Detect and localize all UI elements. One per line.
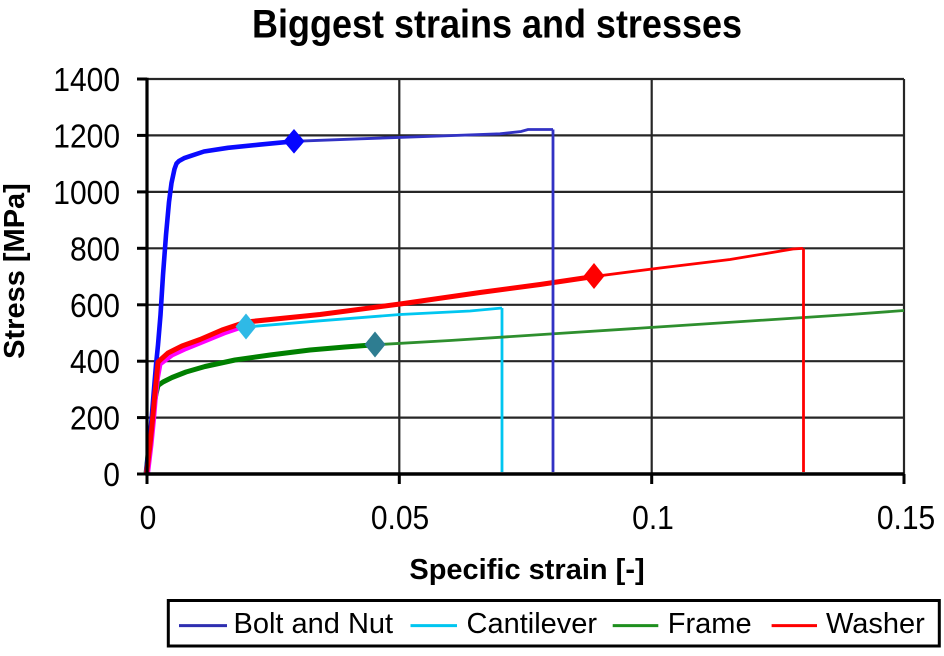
svg-text:0.1: 0.1 xyxy=(632,498,674,536)
svg-text:Stress [MPa]: Stress [MPa] xyxy=(0,183,31,359)
svg-text:0.15: 0.15 xyxy=(877,498,935,536)
svg-text:1200: 1200 xyxy=(53,117,120,155)
svg-text:Bolt and Nut: Bolt and Nut xyxy=(234,608,394,640)
svg-text:Cantilever: Cantilever xyxy=(467,608,598,640)
svg-text:200: 200 xyxy=(70,399,120,437)
svg-text:0: 0 xyxy=(103,455,120,493)
svg-text:1000: 1000 xyxy=(53,173,120,211)
svg-text:0.05: 0.05 xyxy=(371,498,429,536)
svg-text:400: 400 xyxy=(70,343,120,381)
svg-text:600: 600 xyxy=(70,286,120,324)
svg-text:0: 0 xyxy=(140,498,157,536)
svg-text:Biggest strains and stresses: Biggest strains and stresses xyxy=(252,3,742,47)
svg-text:Washer: Washer xyxy=(826,608,925,640)
svg-text:1400: 1400 xyxy=(53,60,120,98)
svg-text:Frame: Frame xyxy=(668,608,752,640)
svg-text:Specific strain [-]: Specific strain [-] xyxy=(409,554,644,586)
svg-text:800: 800 xyxy=(70,230,120,268)
